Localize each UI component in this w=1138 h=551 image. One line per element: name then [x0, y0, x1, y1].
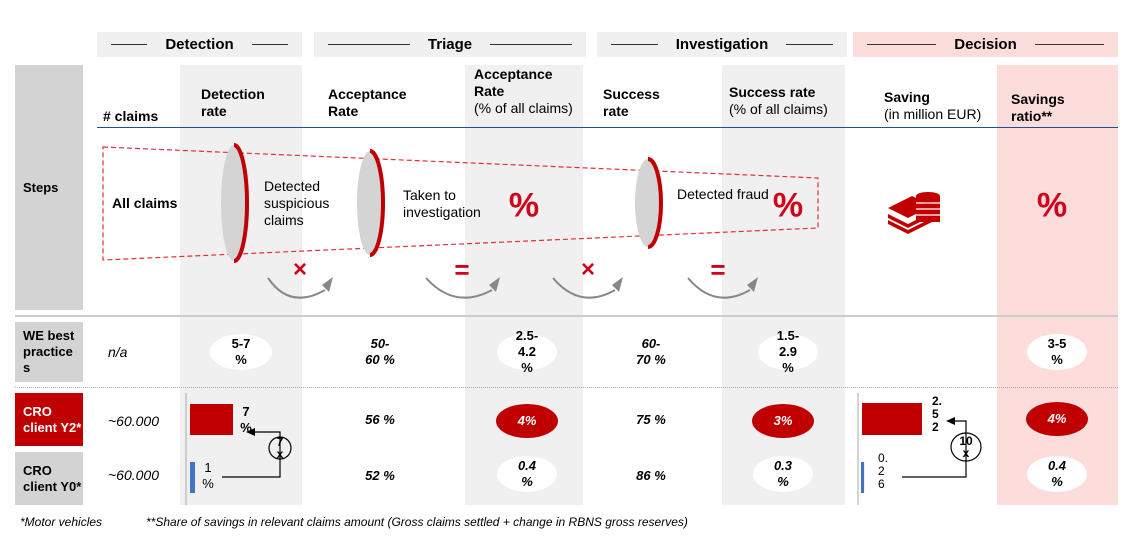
funnel-disc-detection — [221, 143, 249, 263]
best-ratio: 3-5 % — [1027, 334, 1087, 370]
funnel-taken: Taken to investigation — [403, 187, 481, 220]
header-divider — [97, 127, 1118, 128]
header-success-rate: Success rate — [603, 86, 660, 119]
header-saving: Saving (in million EUR) — [884, 89, 982, 122]
arrow-heads — [322, 277, 758, 292]
multiplier-arrows — [222, 420, 982, 478]
ratio-pct-icon: % — [1036, 186, 1068, 225]
y0-success-all: 0.3 % — [753, 456, 813, 492]
y2-success-all: 3% — [752, 404, 814, 438]
bar-saving-y0 — [861, 462, 865, 493]
funnel-fraud: Detected fraud — [677, 186, 769, 202]
arrow-4 — [687, 277, 751, 299]
phase-label: Triage — [427, 36, 473, 53]
header-savings-ratio: Savings ratio** — [1011, 91, 1065, 124]
row-label-best-practices: WE best practice s — [15, 322, 83, 382]
phase-label: Detection — [165, 36, 234, 53]
arrow-3 — [552, 277, 616, 299]
multiply-icon: × — [292, 256, 308, 283]
best-success-all: 1.5- 2.9 % — [758, 328, 818, 375]
best-acceptance: 50- 60 % — [365, 336, 395, 367]
y2-detection: 7 % — [240, 404, 252, 435]
section-divider — [15, 315, 1118, 317]
funnel-all-claims: All claims — [112, 195, 178, 211]
y2-success: 75 % — [636, 412, 666, 427]
row-label-y0: CRO client Y0* — [15, 452, 83, 505]
y0-acceptance-all: 0.4 % — [497, 456, 557, 492]
header-acceptance-all: Acceptance Rate (% of all claims) — [474, 66, 573, 116]
header-success-all: Success rate (% of all claims) — [729, 84, 828, 117]
bar-detection-y2 — [190, 404, 233, 435]
y0-saving: 0.26 — [878, 451, 889, 491]
y2-acceptance: 56 % — [365, 412, 395, 427]
header-acceptance-rate: Acceptance Rate — [328, 86, 407, 119]
y0-ratio: 0.4 % — [1027, 456, 1087, 492]
row-label-steps: Steps — [15, 65, 83, 310]
y2-ratio: 4% — [1026, 402, 1088, 436]
success-pct-icon: % — [772, 186, 804, 225]
best-acceptance-all: 2.5- 4.2 % — [497, 328, 557, 375]
bar-detection-y0 — [190, 462, 195, 493]
phase-label: Investigation — [675, 36, 769, 53]
y0-detection: 1 % — [202, 460, 214, 491]
row-divider — [15, 387, 1118, 388]
best-detection: 5-7 % — [210, 334, 272, 370]
y0-claims: ~60.000 — [108, 467, 159, 483]
phase-decision: Decision — [853, 32, 1118, 57]
phase-label: Decision — [954, 36, 1017, 53]
arrow-1 — [267, 277, 326, 299]
y2-saving: 2.52 — [932, 394, 943, 434]
header-claims: # claims — [103, 108, 159, 124]
flow-arrows — [267, 277, 751, 299]
money-icon — [888, 192, 940, 234]
bar-saving-y2 — [862, 403, 922, 435]
phase-triage: Triage — [314, 32, 586, 57]
saving-multiplier: 10 x — [959, 434, 973, 460]
phase-investigation: Investigation — [597, 32, 847, 57]
arrow-2 — [425, 277, 493, 299]
footnote-motor: *Motor vehicles — [20, 515, 103, 529]
best-claims: n/a — [108, 344, 128, 360]
funnel-disc-investigation — [635, 157, 663, 249]
y2-acceptance-all: 4% — [496, 404, 558, 438]
header-detection-rate: Detection rate — [201, 86, 265, 119]
phase-detection: Detection — [97, 32, 302, 57]
y0-success: 86 % — [636, 468, 666, 483]
multiply-icon: × — [580, 256, 596, 283]
equals-icon: = — [454, 254, 470, 285]
footnote-savings: **Share of savings in relevant claims am… — [146, 515, 688, 529]
detection-multiplier: 7 x — [276, 435, 284, 461]
funnel-disc-triage — [357, 149, 385, 257]
y0-acceptance: 52 % — [365, 468, 395, 483]
equals-icon: = — [710, 254, 726, 285]
acceptance-pct-icon: % — [508, 186, 540, 225]
row-label-y2: CRO client Y2* — [15, 393, 83, 446]
best-success: 60- 70 % — [636, 336, 666, 367]
y2-claims: ~60.000 — [108, 413, 159, 429]
funnel-detected: Detected suspicious claims — [264, 178, 330, 228]
